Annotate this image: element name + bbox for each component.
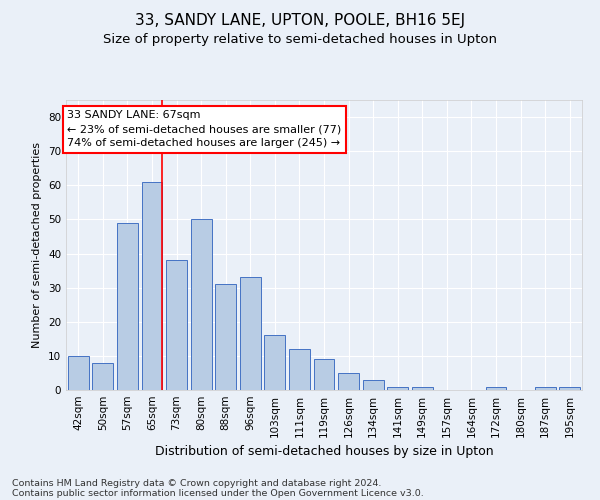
Text: 33 SANDY LANE: 67sqm
← 23% of semi-detached houses are smaller (77)
74% of semi-: 33 SANDY LANE: 67sqm ← 23% of semi-detac… [67, 110, 341, 148]
Bar [387, 386, 408, 390]
X-axis label: Distribution of semi-detached houses by size in Upton: Distribution of semi-detached houses by … [155, 446, 493, 458]
Bar [92, 362, 113, 390]
Bar [535, 386, 556, 390]
Text: 33, SANDY LANE, UPTON, POOLE, BH16 5EJ: 33, SANDY LANE, UPTON, POOLE, BH16 5EJ [135, 12, 465, 28]
Bar [338, 373, 359, 390]
Bar [265, 336, 286, 390]
Bar [289, 349, 310, 390]
Bar [362, 380, 383, 390]
Bar [142, 182, 163, 390]
Text: Contains HM Land Registry data © Crown copyright and database right 2024.: Contains HM Land Registry data © Crown c… [12, 478, 382, 488]
Bar [485, 386, 506, 390]
Bar [314, 360, 334, 390]
Text: Contains public sector information licensed under the Open Government Licence v3: Contains public sector information licen… [12, 488, 424, 498]
Bar [412, 386, 433, 390]
Bar [117, 223, 138, 390]
Text: Size of property relative to semi-detached houses in Upton: Size of property relative to semi-detach… [103, 32, 497, 46]
Bar [68, 356, 89, 390]
Bar [559, 386, 580, 390]
Y-axis label: Number of semi-detached properties: Number of semi-detached properties [32, 142, 43, 348]
Bar [191, 220, 212, 390]
Bar [166, 260, 187, 390]
Bar [240, 278, 261, 390]
Bar [215, 284, 236, 390]
